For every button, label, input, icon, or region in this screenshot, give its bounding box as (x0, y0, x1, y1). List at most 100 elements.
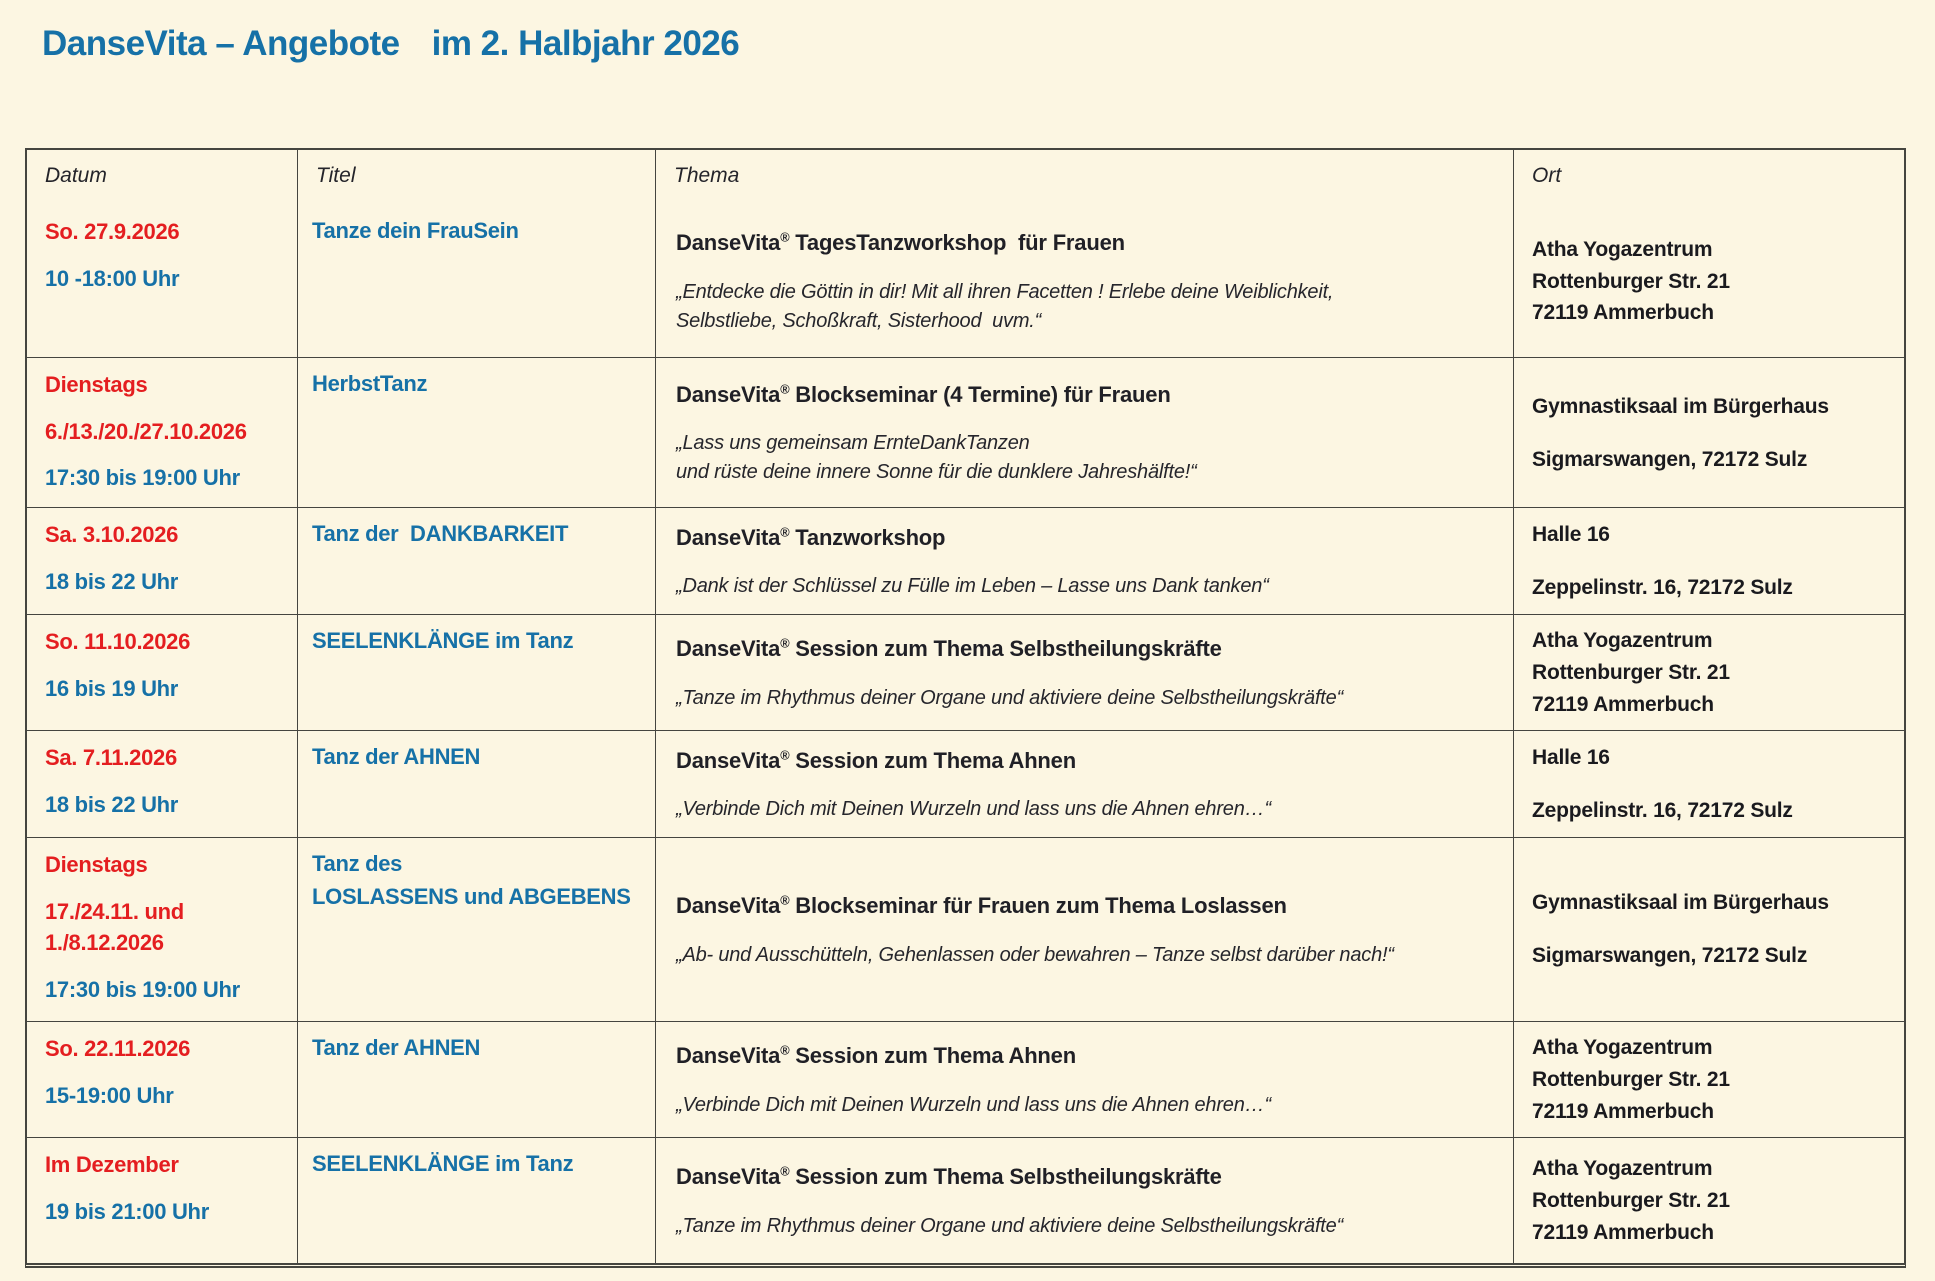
date-line: So. 22.11.2026 (45, 1035, 191, 1061)
time-line: 16 bis 19 Uhr (45, 675, 179, 701)
thema-cell: DanseVita® Tanzworkshop „Dank ist der Sch… (656, 508, 1514, 614)
ort-line: Gymnastiksaal im Bürgerhaus (1532, 891, 1829, 915)
thema-heading: DanseVita® Session zum Thema Ahnen (676, 747, 1076, 773)
ort-line: 72119 Ammerbuch (1532, 1220, 1714, 1244)
ort-line: 72119 Ammerbuch (1532, 1099, 1714, 1123)
ort-cell: Atha Yogazentrum Rottenburger Str. 21 7211… (1514, 205, 1908, 357)
time-line: 17:30 bis 19:00 Uhr (45, 976, 240, 1002)
table-row: So. 27.9.2026 10 -18:00 Uhr Tanze dein Fra… (27, 205, 1904, 357)
ort-cell: Atha Yogazentrum Rottenburger Str. 21 7211… (1514, 1138, 1908, 1263)
table-body: So. 27.9.2026 10 -18:00 Uhr Tanze dein Fra… (27, 205, 1904, 1263)
titel-line: SEELENKLÄNGE im Tanz (312, 628, 574, 653)
date-line: 6./13./20./27.10.2026 (45, 418, 247, 444)
ort-cell: Halle 16 Zeppelinstr. 16, 72172 Sulz (1514, 508, 1908, 614)
time-line: 15-19:00 Uhr (45, 1082, 174, 1108)
time-line: 18 bis 22 Uhr (45, 568, 179, 594)
titel-line: Tanz der AHNEN (312, 1034, 481, 1060)
titel-line: Tanze dein FrauSein (312, 218, 519, 243)
datum-cell: So. 22.11.2026 15-19:00 Uhr (27, 1021, 298, 1137)
thema-quote-line: „Verbinde Dich mit Deinen Wurzeln und la… (676, 1093, 1271, 1116)
thema-heading: DanseVita® Tanzworkshop (676, 524, 946, 550)
thema-cell: DanseVita® Session zum Thema Selbstheilu… (656, 1137, 1514, 1263)
time-line: 18 bis 22 Uhr (45, 791, 179, 817)
thema-heading: DanseVita® TagesTanzworkshop für Frauen (676, 229, 1125, 256)
column-header-thema: Thema (656, 150, 1514, 205)
table-row: Dienstags 6./13./20./27.10.2026 17:30 bis … (27, 357, 1904, 507)
date-line: Sa. 3.10.2026 (45, 522, 179, 547)
datum-cell: Sa. 7.11.2026 18 bis 22 Uhr (27, 730, 298, 837)
ort-line: Rottenburger Str. 21 (1532, 1188, 1730, 1212)
thema-quote-line: „Entdecke die Göttin in dir! Mit all ihr… (676, 280, 1334, 303)
date-line: Dienstags (45, 851, 148, 877)
titel-line: Tanz des (312, 850, 403, 876)
titel-line: HerbstTanz (312, 371, 428, 396)
titel-cell: SEELENKLÄNGE im Tanz (298, 615, 656, 730)
ort-cell: Atha Yogazentrum Rottenburger Str. 21 7211… (1514, 615, 1908, 730)
ort-cell: Atha Yogazentrum Rottenburger Str. 21 7211… (1514, 1022, 1908, 1137)
thema-quote-line: Selbstliebe, Schoßkraft, Sisterhood uvm.… (676, 309, 1042, 332)
ort-line: Halle 16 (1532, 523, 1610, 547)
table-row: Dienstags 17./24.11. und 1./8.12.2026 17:30… (27, 836, 1904, 1021)
thema-heading: DanseVita® Session zum Thema Selbstheilu… (676, 635, 1222, 662)
table-row: So. 11.10.2026 16 bis 19 Uhr SEELENKLÄNGE … (27, 614, 1904, 730)
column-header-titel: Titel (298, 150, 656, 205)
thema-quote-line: „Tanze im Rhythmus deiner Organe und akt… (676, 686, 1344, 709)
thema-heading: DanseVita® Session zum Thema Ahnen (676, 1042, 1076, 1069)
time-line: 19 bis 21:00 Uhr (45, 1198, 209, 1224)
thema-cell: DanseVita® Session zum Thema Ahnen „Verbi… (656, 730, 1514, 837)
date-line: Sa. 7.11.2026 (45, 744, 177, 770)
thema-quote-line: „Dank ist der Schlüssel zu Fülle im Lebe… (676, 575, 1269, 598)
titel-line: Tanz der AHNEN (312, 743, 481, 769)
ort-line: Sigmarswangen, 72172 Sulz (1532, 447, 1808, 471)
thema-heading: DanseVita® Session zum Thema Selbstheilu… (676, 1163, 1222, 1190)
page-title-part1: DanseVita – Angebote (42, 24, 400, 63)
ort-line: 72119 Ammerbuch (1532, 692, 1714, 716)
thema-quote-line: „Lass uns gemeinsam ErnteDankTanzen (676, 432, 1030, 455)
schedule-table: Datum Titel Thema Ort So. 27.9.2026 10 -1… (25, 148, 1906, 1268)
titel-cell: Tanz der AHNEN (298, 1021, 656, 1137)
thema-cell: DanseVita® Blockseminar für Frauen zum T… (656, 837, 1514, 1021)
time-line: 10 -18:00 Uhr (45, 265, 180, 291)
thema-quote-line: „Ab- und Ausschütteln, Gehenlassen oder … (676, 943, 1394, 966)
ort-line: Halle 16 (1532, 745, 1610, 769)
table-row: Im Dezember 19 bis 21:00 Uhr SEELENKLÄNGE … (27, 1136, 1904, 1263)
titel-cell: Tanz der DANKBARKEIT (298, 508, 656, 614)
ort-line: Sigmarswangen, 72172 Sulz (1532, 944, 1808, 968)
thema-heading: DanseVita® Blockseminar für Frauen zum T… (676, 892, 1287, 919)
datum-cell: So. 27.9.2026 10 -18:00 Uhr (27, 205, 298, 357)
thema-quote-line: „Verbinde Dich mit Deinen Wurzeln und la… (676, 798, 1271, 821)
titel-line: LOSLASSENS und ABGEBENS (312, 883, 631, 909)
datum-cell: Dienstags 6./13./20./27.10.2026 17:30 bis … (27, 358, 298, 507)
ort-line: 72119 Ammerbuch (1532, 301, 1714, 325)
titel-cell: SEELENKLÄNGE im Tanz (298, 1137, 656, 1263)
ort-line: Zeppelinstr. 16, 72172 Sulz (1532, 798, 1793, 822)
datum-cell: Sa. 3.10.2026 18 bis 22 Uhr (27, 508, 298, 614)
date-line: Dienstags (45, 372, 148, 397)
titel-cell: Tanz des LOSLASSENS und ABGEBENS (298, 837, 656, 1021)
ort-line: Rottenburger Str. 21 (1532, 660, 1730, 684)
date-line: Im Dezember (45, 1151, 179, 1177)
titel-line: Tanz der DANKBARKEIT (312, 521, 569, 546)
datum-cell: Dienstags 17./24.11. und 1./8.12.2026 17:30… (27, 837, 298, 1021)
thema-cell: DanseVita® Session zum Thema Selbstheilu… (656, 615, 1514, 730)
ort-line: Rottenburger Str. 21 (1532, 269, 1730, 293)
titel-cell: Tanz der AHNEN (298, 730, 656, 837)
ort-cell: Gymnastiksaal im Bürgerhaus Sigmarswangen… (1514, 838, 1908, 1021)
ort-line: Rottenburger Str. 21 (1532, 1067, 1730, 1091)
ort-line: Zeppelinstr. 16, 72172 Sulz (1532, 576, 1793, 599)
thema-cell: DanseVita® Session zum Thema Ahnen „Verbi… (656, 1021, 1514, 1137)
datum-cell: Im Dezember 19 bis 21:00 Uhr (27, 1137, 298, 1263)
thema-cell: DanseVita® TagesTanzworkshop für Frauen „… (656, 205, 1514, 357)
thema-quote-line: „Tanze im Rhythmus deiner Organe und akt… (676, 1214, 1344, 1237)
table-header-row: Datum Titel Thema Ort (27, 150, 1904, 205)
page-title-part2: im 2. Halbjahr 2026 (431, 24, 740, 63)
ort-line: Atha Yogazentrum (1532, 1035, 1713, 1059)
titel-line: SEELENKLÄNGE im Tanz (312, 1150, 574, 1176)
time-line: 17:30 bis 19:00 Uhr (45, 465, 240, 491)
date-line: So. 11.10.2026 (45, 629, 191, 654)
page-title: DanseVita – Angebote im 2. Halbjahr 2026 (42, 24, 740, 64)
ort-line: Gymnastiksaal im Bürgerhaus (1532, 394, 1829, 418)
column-header-ort: Ort (1532, 164, 1562, 187)
thema-heading: DanseVita® Blockseminar (4 Termine) für … (676, 381, 1171, 407)
